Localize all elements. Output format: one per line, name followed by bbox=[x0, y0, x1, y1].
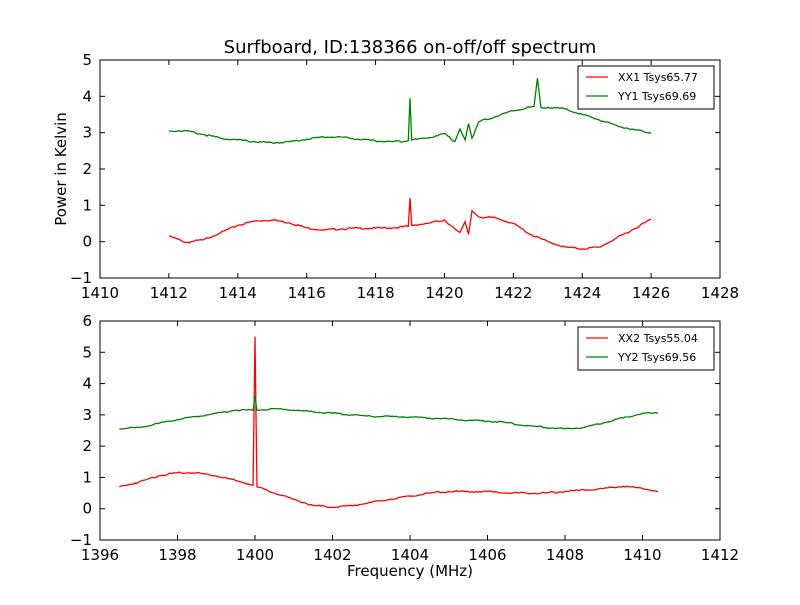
y-tick-label: 4 bbox=[82, 375, 92, 393]
x-tick-label: 1412 bbox=[701, 546, 739, 564]
legend-label: XX2 Tsys55.04 bbox=[618, 332, 698, 345]
legend-label: YY2 Tsys69.56 bbox=[617, 351, 696, 364]
y-tick-label: 3 bbox=[82, 124, 92, 142]
y-tick-label: 6 bbox=[82, 312, 92, 330]
legend-label: XX1 Tsys65.77 bbox=[618, 71, 698, 84]
y-tick-label: 5 bbox=[82, 51, 92, 69]
x-tick-label: 1428 bbox=[701, 284, 739, 302]
y-tick-label: 2 bbox=[82, 437, 92, 455]
x-tick-label: 1410 bbox=[81, 284, 119, 302]
x-axis-label: Frequency (MHz) bbox=[347, 562, 473, 580]
y-tick-label: −1 bbox=[70, 269, 92, 287]
x-tick-label: 1398 bbox=[158, 546, 196, 564]
y-tick-label: 1 bbox=[82, 468, 92, 486]
plot-panels: 1410 1412 1414 1416 1418 1420 1422 1424 1426 1428… bbox=[70, 51, 739, 564]
y-tick-label: 0 bbox=[82, 500, 92, 518]
x-tick-label: 1408 bbox=[546, 546, 584, 564]
y-axis-label: Power in Kelvin bbox=[52, 112, 70, 226]
series-line-2-2 bbox=[119, 396, 659, 430]
x-tick-label: 1418 bbox=[356, 284, 394, 302]
x-tick-label: 1412 bbox=[150, 284, 188, 302]
x-tick-label: 1414 bbox=[219, 284, 257, 302]
x-tick-label: 1410 bbox=[623, 546, 661, 564]
x-tick-label: 1420 bbox=[425, 284, 463, 302]
x-tick-label: 1400 bbox=[236, 546, 274, 564]
y-tick-label: 1 bbox=[82, 196, 92, 214]
plot-panel-1: 1410 1412 1414 1416 1418 1420 1422 1424 1426 1428… bbox=[70, 51, 739, 302]
x-tick-label: 1426 bbox=[632, 284, 670, 302]
x-tick-label: 1422 bbox=[494, 284, 532, 302]
series-line-1-2 bbox=[168, 78, 652, 145]
series-line-1-1 bbox=[168, 198, 652, 250]
chart-title: Surfboard, ID:138366 on-off/off spectrum bbox=[224, 37, 597, 58]
y-tick-label: 5 bbox=[82, 343, 92, 361]
legend-label: YY1 Tsys69.69 bbox=[617, 90, 696, 103]
y-tick-label: −1 bbox=[70, 531, 92, 549]
x-tick-label: 1424 bbox=[563, 284, 601, 302]
plot-panel-2: 1396 1398 1400 1402 1404 1406 1408 1410 1412 −1 0 1… bbox=[70, 312, 739, 564]
y-tick-label: 0 bbox=[82, 233, 92, 251]
x-tick-label: 1402 bbox=[313, 546, 351, 564]
legend-box bbox=[577, 65, 715, 110]
x-tick-label: 1396 bbox=[81, 546, 119, 564]
x-tick-label: 1416 bbox=[288, 284, 326, 302]
y-tick-label: 2 bbox=[82, 160, 92, 178]
x-tick-label: 1406 bbox=[468, 546, 506, 564]
y-tick-label: 3 bbox=[82, 406, 92, 424]
y-tick-label: 4 bbox=[82, 87, 92, 105]
x-tick-label: 1404 bbox=[391, 546, 429, 564]
legend-2: XX2 Tsys55.04 YY2 Tsys69.56 bbox=[577, 326, 715, 371]
series-line-2-1 bbox=[119, 336, 659, 509]
legend-box bbox=[577, 326, 715, 371]
legend-1: XX1 Tsys65.77 YY1 Tsys69.69 bbox=[577, 65, 715, 110]
